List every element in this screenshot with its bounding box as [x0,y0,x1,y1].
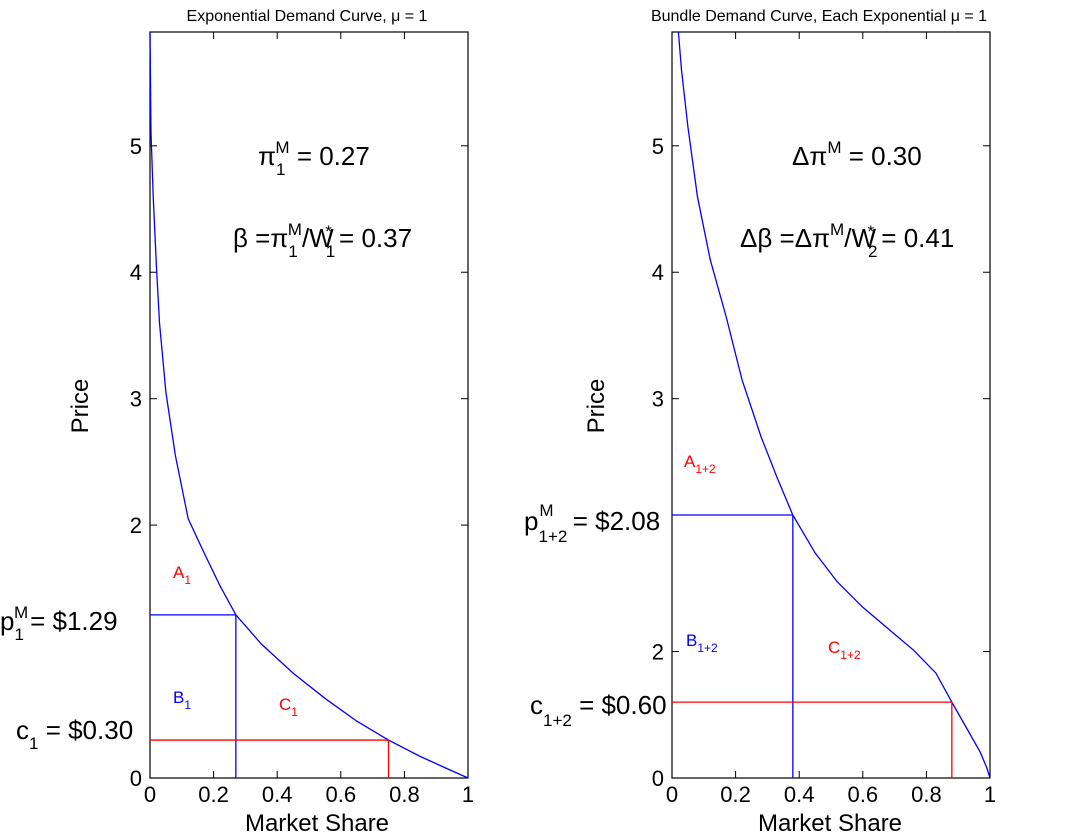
right-region-a: A1+2 [684,452,716,476]
right-y-tick-label: 5 [652,134,664,159]
right-profit-annotation: ΔπM = 0.30 [792,138,922,171]
left-x-tick-label: 1 [462,782,474,807]
left-x-tick-label: 0.6 [326,782,357,807]
left-demand-curve [149,31,469,779]
left-y-axis-label: Price [67,379,94,434]
right-x-tick-label: 0.4 [784,782,815,807]
right-x-tick-label: 0.6 [848,782,879,807]
right-beta-annotation: Δβ =ΔπM/W2* = 0.41 [740,220,954,261]
right-chart-title: Bundle Demand Curve, Each Exponential μ … [651,8,987,25]
right-price-cost-lines [672,514,953,778]
left-price-cost-lines [150,614,390,778]
left-x-axis-label: Market Share [245,810,389,837]
left-x-tick-label: 0.4 [262,782,293,807]
right-y-axis-label: Price [583,379,610,434]
right-plot-frame [671,31,991,779]
right-ticks: 0 0.2 0.4 0.6 0.8 1 0 2 3 4 5 [652,32,996,807]
left-y-tick-label: 0 [130,766,142,791]
left-region-a: A1 [173,563,191,587]
left-chart-title: Exponential Demand Curve, μ = 1 [187,8,428,25]
right-x-tick-label: 1 [984,782,996,807]
left-y-tick-label: 5 [130,134,142,159]
right-demand-curve [677,31,991,779]
right-x-tick-label: 0.2 [720,782,751,807]
right-y-tick-label: 0 [652,766,664,791]
right-region-b: B1+2 [686,631,718,655]
right-cost-label: c1+2 = $0.60 [530,690,667,730]
right-x-axis-label: Market Share [758,810,902,837]
left-cost-label: c1 = $0.30 [16,715,133,753]
right-y-tick-label: 3 [652,387,664,412]
left-y-tick-label: 2 [130,513,142,538]
left-profit-annotation: π1M = 0.27 [258,138,370,179]
right-chart: Bundle Demand Curve, Each Exponential μ … [524,8,996,837]
left-x-tick-label: 0 [144,782,156,807]
left-x-tick-label: 0.2 [198,782,229,807]
left-x-tick-label: 0.8 [389,782,420,807]
left-y-tick-label: 3 [130,387,142,412]
right-region-c: C1+2 [828,638,861,662]
left-price-label: p1M= $1.29 [0,603,118,644]
left-region-c: C1 [279,695,298,719]
left-y-tick-label: 4 [130,260,142,285]
right-x-tick-label: 0.8 [911,782,942,807]
left-chart: Exponential Demand Curve, μ = 1 0 0.2 0.4 0… [0,8,474,837]
right-x-tick-label: 0 [666,782,678,807]
left-ticks: 0 0.2 0.4 0.6 0.8 1 0 2 3 4 5 [130,32,474,807]
left-plot-frame [149,31,469,779]
left-beta-annotation: β =π1M/W1* = 0.37 [233,220,412,261]
right-price-label: p1+2M = $2.08 [524,501,660,546]
left-region-b: B1 [173,688,191,712]
right-y-tick-label: 4 [652,260,664,285]
right-y-tick-label: 2 [652,640,664,665]
